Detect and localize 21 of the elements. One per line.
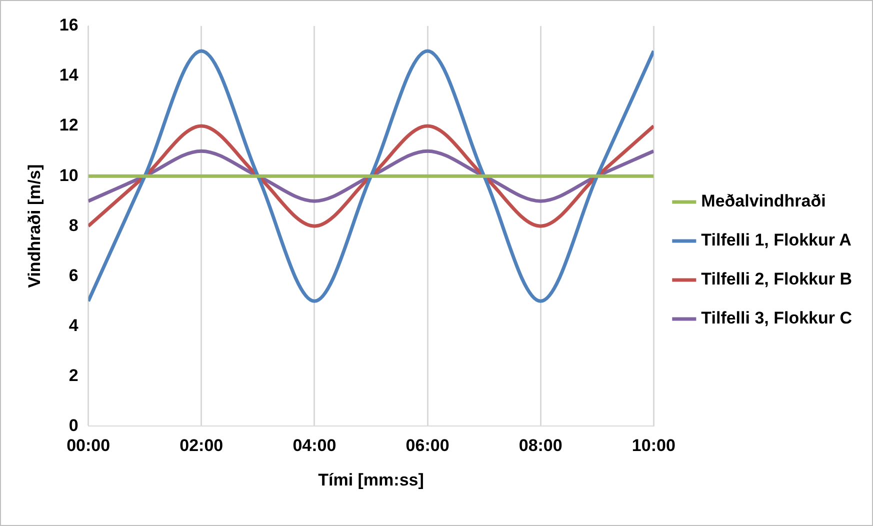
y-tick-label: 16 bbox=[59, 16, 78, 35]
y-axis-title: Vindhraði [m/s] bbox=[24, 164, 44, 288]
x-tick-label: 08:00 bbox=[518, 436, 562, 456]
x-tick-label: 00:00 bbox=[66, 436, 110, 456]
legend-label: Tilfelli 3, Flokkur C bbox=[701, 308, 852, 328]
y-tick-label: 6 bbox=[68, 266, 78, 285]
y-tick-label: 8 bbox=[68, 216, 78, 235]
x-tick-label: 06:00 bbox=[406, 436, 450, 456]
y-tick-label: 14 bbox=[59, 66, 79, 85]
legend-label: Tilfelli 1, Flokkur A bbox=[701, 230, 852, 250]
y-tick-label: 2 bbox=[68, 366, 78, 385]
x-tick-label: 04:00 bbox=[292, 436, 336, 456]
x-tick-label: 02:00 bbox=[180, 436, 224, 456]
x-axis-title: Tími [mm:ss] bbox=[318, 470, 424, 490]
y-tick-label: 4 bbox=[68, 316, 79, 335]
legend-label: Meðalvindhraði bbox=[701, 192, 826, 211]
y-tick-label: 12 bbox=[59, 116, 78, 135]
y-tick-label: 10 bbox=[59, 166, 78, 185]
x-tick-label: 10:00 bbox=[632, 436, 676, 456]
y-tick-label: 0 bbox=[68, 416, 78, 435]
legend-label: Tilfelli 2, Flokkur B bbox=[701, 270, 852, 289]
